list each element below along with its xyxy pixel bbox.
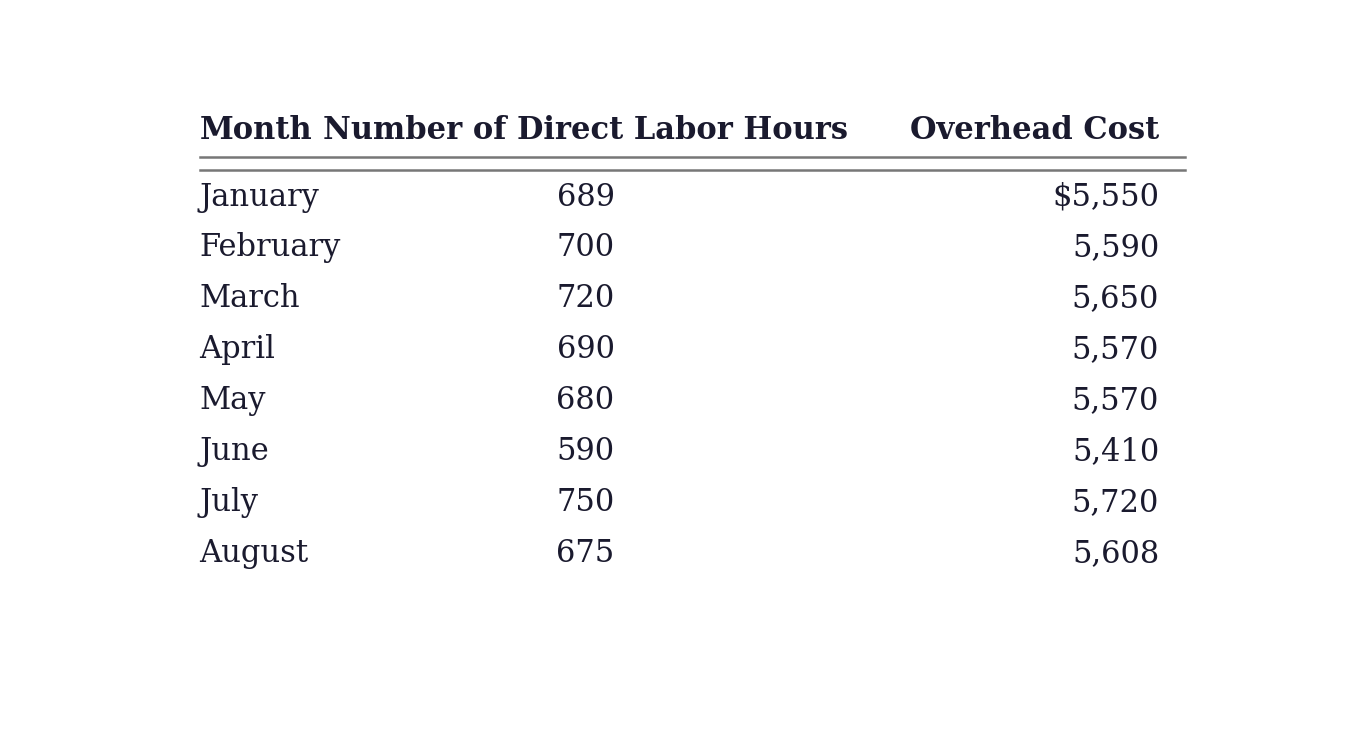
Text: Number of Direct Labor Hours: Number of Direct Labor Hours [323,115,848,146]
Text: 5,570: 5,570 [1071,385,1159,416]
Text: 675: 675 [556,538,615,569]
Text: 700: 700 [556,233,615,264]
Text: 590: 590 [556,436,615,467]
Text: April: April [199,334,276,365]
Text: July: July [199,487,258,518]
Text: 680: 680 [556,385,615,416]
Text: January: January [199,182,319,213]
Text: May: May [199,385,267,416]
Text: 5,650: 5,650 [1071,283,1159,315]
Text: $5,550: $5,550 [1053,182,1159,213]
Text: Month: Month [199,115,312,146]
Text: 689: 689 [556,182,615,213]
Text: March: March [199,283,300,315]
Text: 5,608: 5,608 [1071,538,1159,569]
Text: June: June [199,436,269,467]
Text: 690: 690 [556,334,615,365]
Text: 5,720: 5,720 [1071,487,1159,518]
Text: 5,570: 5,570 [1071,334,1159,365]
Text: August: August [199,538,308,569]
Text: Overhead Cost: Overhead Cost [910,115,1159,146]
Text: February: February [199,233,341,264]
Text: 750: 750 [556,487,615,518]
Text: 5,410: 5,410 [1071,436,1159,467]
Text: 720: 720 [556,283,615,315]
Text: 5,590: 5,590 [1071,233,1159,264]
